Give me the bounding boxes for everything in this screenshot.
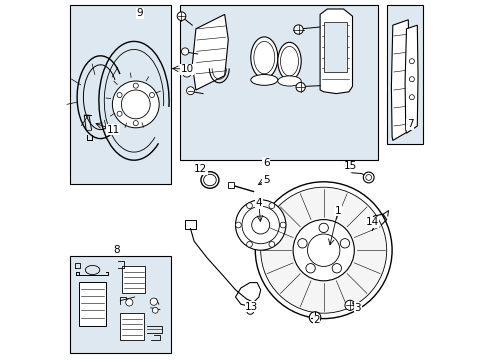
Circle shape — [344, 300, 354, 310]
Circle shape — [293, 25, 303, 34]
Ellipse shape — [250, 75, 277, 85]
Bar — [179, 5, 377, 160]
Bar — [122, 266, 145, 293]
Circle shape — [295, 82, 305, 92]
Circle shape — [186, 87, 194, 95]
Text: 5: 5 — [262, 175, 269, 185]
Circle shape — [242, 206, 279, 244]
Circle shape — [346, 161, 353, 168]
Text: 2: 2 — [312, 315, 319, 325]
Bar — [228, 182, 233, 188]
Circle shape — [133, 83, 138, 88]
Text: 1: 1 — [334, 206, 341, 216]
Circle shape — [260, 187, 386, 313]
Ellipse shape — [277, 42, 301, 80]
Text: 12: 12 — [194, 164, 207, 174]
Bar — [79, 282, 106, 326]
Text: 15: 15 — [343, 161, 356, 171]
Circle shape — [117, 111, 122, 116]
Circle shape — [125, 299, 133, 306]
Circle shape — [268, 203, 274, 208]
Bar — [323, 22, 346, 72]
Text: 10: 10 — [180, 64, 193, 74]
Circle shape — [246, 242, 252, 247]
Ellipse shape — [250, 37, 277, 78]
Circle shape — [117, 93, 122, 98]
Bar — [70, 256, 170, 353]
Text: 9: 9 — [137, 8, 143, 18]
Circle shape — [177, 12, 185, 21]
Circle shape — [152, 307, 158, 313]
Circle shape — [235, 222, 241, 228]
Text: 4: 4 — [255, 198, 262, 208]
Circle shape — [255, 182, 391, 319]
Circle shape — [150, 298, 157, 305]
Circle shape — [149, 93, 154, 98]
Circle shape — [340, 239, 349, 248]
Circle shape — [307, 234, 339, 266]
Circle shape — [292, 220, 354, 281]
Text: 3: 3 — [354, 303, 361, 313]
Circle shape — [280, 222, 285, 228]
Circle shape — [181, 48, 188, 55]
Circle shape — [235, 200, 285, 250]
Ellipse shape — [203, 174, 216, 186]
Bar — [185, 220, 196, 229]
Bar — [120, 313, 143, 340]
Circle shape — [246, 203, 252, 208]
Text: 11: 11 — [106, 125, 120, 135]
Polygon shape — [192, 14, 228, 90]
Text: 14: 14 — [365, 217, 378, 228]
Polygon shape — [390, 20, 408, 140]
Ellipse shape — [253, 41, 274, 74]
Circle shape — [408, 95, 413, 100]
Polygon shape — [404, 25, 417, 133]
Circle shape — [408, 77, 413, 82]
Circle shape — [331, 264, 341, 273]
Circle shape — [133, 121, 138, 126]
Circle shape — [363, 172, 373, 183]
Circle shape — [246, 307, 253, 314]
Ellipse shape — [183, 71, 190, 77]
Circle shape — [365, 175, 371, 180]
Circle shape — [297, 239, 306, 248]
Text: 8: 8 — [113, 245, 120, 255]
Bar — [386, 5, 422, 144]
Text: 13: 13 — [244, 302, 258, 312]
Circle shape — [305, 264, 315, 273]
Text: 6: 6 — [262, 158, 269, 168]
Circle shape — [112, 81, 159, 128]
Circle shape — [121, 90, 150, 119]
Ellipse shape — [277, 76, 301, 86]
Circle shape — [318, 223, 328, 233]
Polygon shape — [320, 9, 352, 94]
Text: 7: 7 — [406, 119, 412, 129]
Circle shape — [408, 59, 413, 64]
Ellipse shape — [280, 46, 298, 76]
Bar — [70, 5, 170, 184]
Circle shape — [309, 312, 320, 323]
Circle shape — [268, 242, 274, 247]
Circle shape — [251, 216, 269, 234]
